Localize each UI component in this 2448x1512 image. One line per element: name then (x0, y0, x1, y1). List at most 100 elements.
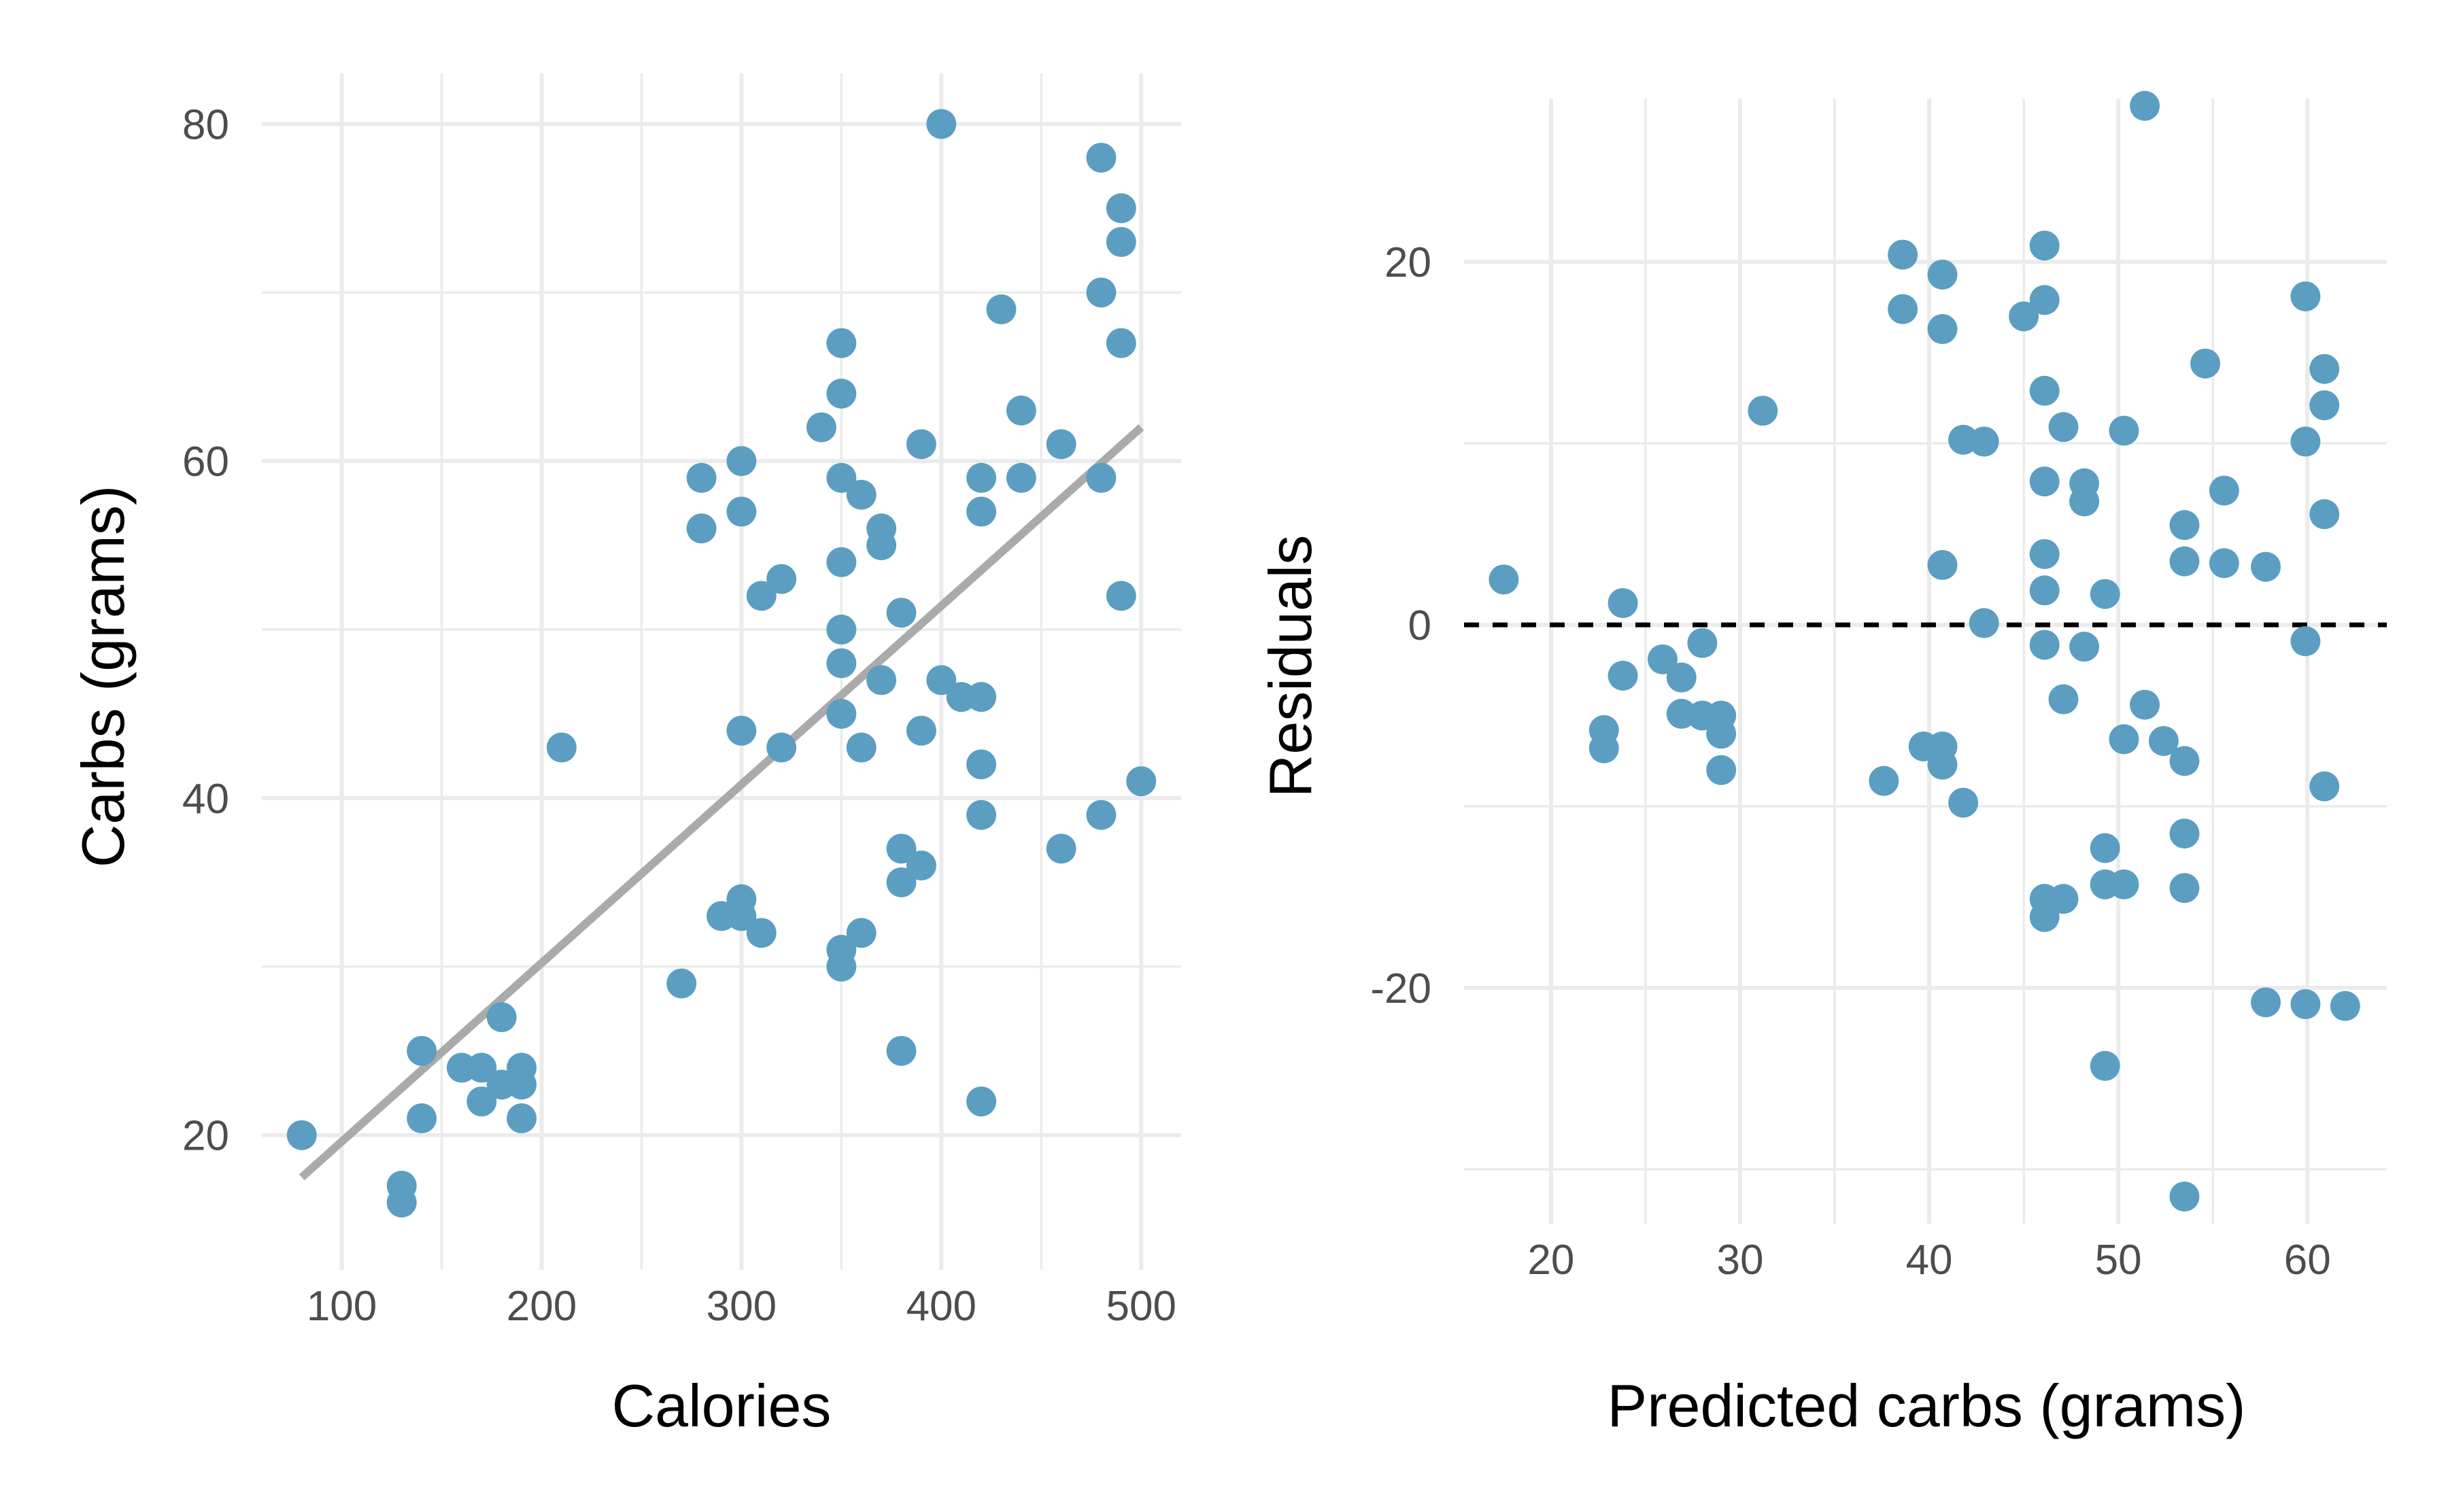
data-point (2029, 630, 2060, 660)
data-point (1647, 644, 1678, 674)
data-point (466, 1086, 497, 1117)
data-point (1006, 395, 1036, 426)
data-point (2090, 579, 2120, 609)
data-point (826, 378, 857, 409)
data-point (966, 682, 997, 712)
data-point (2169, 746, 2200, 776)
data-point (2209, 548, 2239, 579)
data-point (1927, 314, 1958, 345)
data-point (2048, 684, 2079, 715)
right-y-axis-title: Residuals (1257, 535, 1324, 797)
data-point (2309, 390, 2340, 421)
x-tick-label: 500 (1106, 1283, 1176, 1330)
data-point (2330, 991, 2360, 1021)
data-point (407, 1035, 437, 1066)
data-point (2290, 989, 2321, 1020)
data-point (886, 834, 917, 864)
data-point (1106, 193, 1136, 224)
residuals-panel: 20 30 40 50 60 -20 0 20 Predicted carbs (grams… (1257, 90, 2387, 1439)
data-point (826, 328, 857, 358)
data-point (2009, 301, 2039, 332)
right-gridlines (1464, 99, 2387, 1224)
x-tick-label: 300 (707, 1283, 777, 1330)
y-tick-label: 20 (1384, 239, 1431, 286)
right-y-tick-labels: -20 0 20 (1370, 239, 1431, 1012)
data-point (2290, 426, 2321, 457)
data-point (1608, 588, 1638, 619)
data-point (826, 615, 857, 645)
data-point (1927, 550, 1958, 581)
right-data-points (1489, 90, 2360, 1212)
data-point (1489, 564, 1519, 595)
y-tick-label: 60 (182, 439, 229, 485)
calories-vs-carbs-panel: 100 200 300 400 500 20 40 60 80 Calories Carbs … (69, 73, 1181, 1439)
data-point (2190, 348, 2221, 379)
data-point (726, 496, 757, 527)
data-point (906, 850, 936, 881)
data-point (2130, 689, 2160, 720)
data-point (2169, 546, 2200, 577)
data-point (2109, 869, 2139, 899)
right-x-axis-title: Predicted carbs (grams) (1608, 1372, 2246, 1439)
data-point (666, 968, 697, 999)
data-point (1888, 239, 1918, 270)
data-point (766, 564, 797, 594)
data-point (1927, 749, 1958, 780)
data-point (1608, 660, 1638, 691)
data-point (1869, 766, 1899, 796)
data-point (486, 1002, 517, 1033)
data-point (906, 715, 936, 746)
y-tick-label: 0 (1408, 602, 1431, 649)
data-point (1588, 733, 1619, 763)
left-data-points (286, 109, 1157, 1218)
data-point (826, 951, 857, 982)
data-point (2309, 354, 2340, 384)
data-point (1948, 787, 1979, 818)
data-point (1666, 662, 1697, 693)
data-point (2169, 873, 2200, 904)
data-point (1106, 328, 1136, 358)
data-point (966, 800, 997, 830)
data-point (1086, 277, 1117, 308)
data-point (846, 732, 877, 763)
data-point (2029, 575, 2060, 606)
data-point (726, 901, 757, 931)
data-point (2251, 551, 2281, 582)
data-point (507, 1069, 537, 1100)
x-tick-label: 40 (1906, 1237, 1953, 1284)
data-point (766, 732, 797, 763)
data-point (926, 109, 957, 139)
data-point (2130, 90, 2160, 121)
data-point (2169, 819, 2200, 849)
data-point (966, 749, 997, 780)
data-point (2251, 987, 2281, 1018)
data-point (546, 732, 577, 763)
data-point (2090, 1050, 2120, 1081)
left-x-axis-title: Calories (612, 1372, 832, 1439)
data-point (866, 530, 897, 561)
data-point (386, 1187, 417, 1218)
x-tick-label: 50 (2095, 1237, 2142, 1284)
data-point (846, 918, 877, 948)
data-point (507, 1103, 537, 1133)
data-point (1706, 719, 1737, 749)
y-tick-label: 20 (182, 1113, 229, 1160)
right-x-tick-labels: 20 30 40 50 60 (1527, 1237, 2330, 1284)
data-point (686, 462, 717, 493)
data-point (746, 918, 777, 948)
data-point (1969, 608, 1999, 638)
data-point (986, 294, 1017, 325)
x-tick-label: 100 (307, 1283, 377, 1330)
data-point (1748, 396, 1778, 426)
data-point (2109, 724, 2139, 755)
left-y-axis-title: Carbs (grams) (69, 485, 137, 867)
data-point (1969, 426, 1999, 457)
y-tick-label: 40 (182, 776, 229, 823)
data-point (2090, 833, 2120, 863)
data-point (686, 513, 717, 544)
x-tick-label: 20 (1527, 1237, 1574, 1284)
data-point (1046, 429, 1076, 460)
data-point (2029, 375, 2060, 406)
data-point (2029, 466, 2060, 497)
data-point (1888, 294, 1918, 324)
